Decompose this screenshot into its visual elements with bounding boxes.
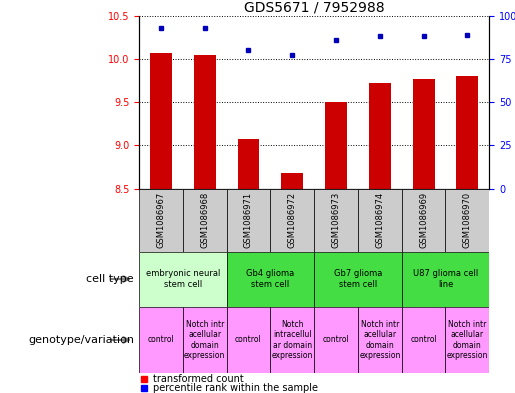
Bar: [314, 252, 402, 307]
Text: GSM1086967: GSM1086967: [157, 192, 165, 248]
Bar: [445, 189, 489, 252]
Bar: [139, 252, 227, 307]
Text: control: control: [235, 336, 262, 344]
Text: GSM1086970: GSM1086970: [463, 192, 472, 248]
Bar: [314, 307, 358, 373]
Text: embryonic neural
stem cell: embryonic neural stem cell: [146, 269, 220, 289]
Bar: [183, 189, 227, 252]
Text: control: control: [323, 336, 349, 344]
Text: GSM1086972: GSM1086972: [288, 192, 297, 248]
Text: Notch intr
acellular
domain
expression: Notch intr acellular domain expression: [447, 320, 488, 360]
Text: percentile rank within the sample: percentile rank within the sample: [153, 383, 318, 393]
Bar: [456, 76, 478, 189]
Text: control: control: [410, 336, 437, 344]
Text: GSM1086974: GSM1086974: [375, 192, 384, 248]
Text: GSM1086973: GSM1086973: [332, 192, 340, 248]
Text: transformed count: transformed count: [153, 374, 244, 384]
Bar: [183, 307, 227, 373]
Bar: [139, 189, 183, 252]
Text: Gb4 glioma
stem cell: Gb4 glioma stem cell: [246, 269, 295, 289]
Text: genotype/variation: genotype/variation: [28, 335, 134, 345]
Bar: [237, 140, 260, 189]
Bar: [358, 189, 402, 252]
Bar: [227, 252, 314, 307]
Bar: [445, 307, 489, 373]
Bar: [227, 189, 270, 252]
Bar: [402, 189, 445, 252]
Bar: [150, 53, 172, 189]
Text: Notch
intracellul
ar domain
expression: Notch intracellul ar domain expression: [271, 320, 313, 360]
Bar: [402, 307, 445, 373]
Text: GSM1086971: GSM1086971: [244, 192, 253, 248]
Text: Notch intr
acellular
domain
expression: Notch intr acellular domain expression: [184, 320, 226, 360]
Bar: [139, 307, 183, 373]
Bar: [281, 173, 303, 189]
Text: U87 glioma cell
line: U87 glioma cell line: [413, 269, 478, 289]
Text: GSM1086969: GSM1086969: [419, 192, 428, 248]
Bar: [270, 189, 314, 252]
Bar: [369, 83, 391, 189]
Bar: [270, 307, 314, 373]
Bar: [402, 252, 489, 307]
Text: Notch intr
acellular
domain
expression: Notch intr acellular domain expression: [359, 320, 401, 360]
Bar: [358, 307, 402, 373]
Bar: [314, 189, 358, 252]
Bar: [227, 307, 270, 373]
Text: control: control: [148, 336, 174, 344]
Title: GDS5671 / 7952988: GDS5671 / 7952988: [244, 0, 385, 15]
Text: GSM1086968: GSM1086968: [200, 192, 209, 248]
Text: cell type: cell type: [87, 274, 134, 284]
Bar: [413, 79, 435, 189]
Text: Gb7 glioma
stem cell: Gb7 glioma stem cell: [334, 269, 382, 289]
Bar: [325, 102, 347, 189]
Bar: [194, 55, 216, 189]
